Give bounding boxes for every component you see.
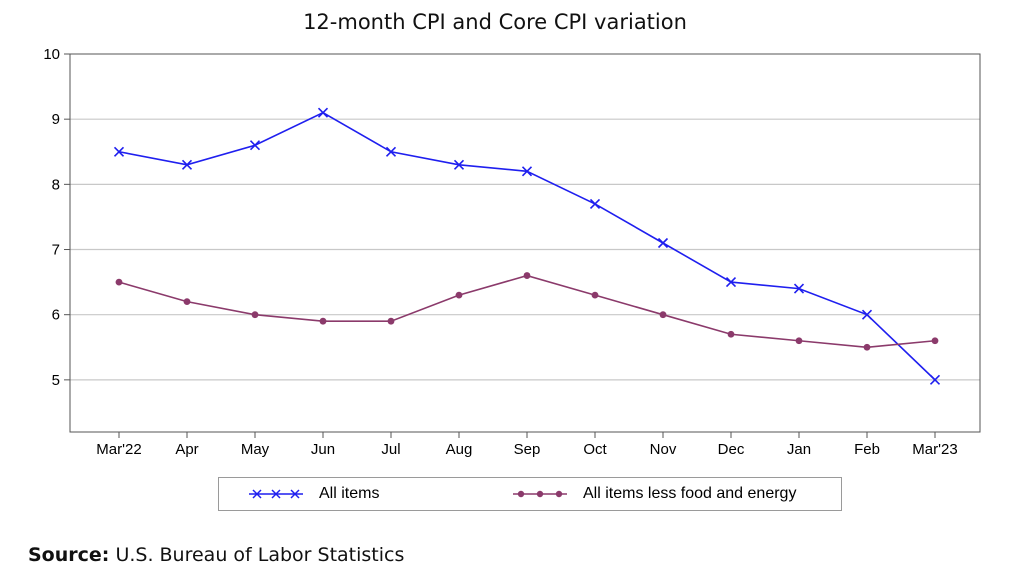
x-tick-label: Jan (787, 441, 811, 458)
data-point-dot-marker (455, 291, 463, 299)
gridlines (70, 118, 980, 381)
y-tick-label: 10 (43, 46, 60, 63)
chart-title: 12-month CPI and Core CPI variation (303, 10, 687, 34)
legend: All items All items less food and energy (218, 477, 842, 511)
x-tick-label: Nov (650, 441, 677, 458)
axes: 5 6 7 8 9 10 Mar'22 Apr May Jun Jul Aug Sep Oct Nov Dec… (43, 46, 957, 458)
data-point-dot-marker (931, 337, 939, 345)
plot-area-frame (69, 53, 981, 433)
x-tick-label: Sep (514, 441, 541, 458)
data-point-x-marker (929, 374, 941, 385)
x-tick-label: Mar'23 (912, 441, 957, 458)
series-all-items (113, 107, 941, 385)
legend-swatch-dot-markers (513, 490, 567, 498)
x-tick-label: Feb (854, 441, 880, 458)
line-chart: 5 6 7 8 9 10 Mar'22 Apr May Jun Jul Aug Sep Oct Nov Dec… (43, 46, 981, 458)
x-tick-label: May (241, 441, 270, 458)
data-point-dot-marker (387, 317, 395, 325)
source-text: U.S. Bureau of Labor Statistics (115, 544, 405, 566)
x-tick-label: Mar'22 (96, 441, 141, 458)
data-point-x-marker (657, 237, 669, 249)
y-tick-label: 9 (52, 111, 60, 128)
y-tick-label: 6 (52, 307, 60, 324)
data-point-dot-marker (659, 311, 667, 319)
legend-label: All items less food and energy (583, 485, 797, 502)
data-point-x-marker (181, 159, 193, 170)
data-point-x-marker (317, 107, 329, 118)
data-point-x-marker (385, 146, 397, 157)
data-point-x-marker (725, 277, 737, 288)
data-point-dot-marker (115, 278, 123, 286)
data-point-dot-marker (727, 330, 735, 338)
data-point-dot-marker (591, 291, 599, 299)
legend-swatch-x-markers (249, 489, 303, 499)
legend-label: All items (319, 485, 380, 502)
x-tick-label: Oct (583, 441, 607, 458)
data-point-x-marker (589, 198, 601, 209)
data-point-dot-marker (251, 311, 259, 319)
data-point-x-marker (861, 309, 873, 320)
series-line (118, 111, 936, 381)
x-tick-label: Apr (175, 441, 198, 458)
data-point-dot-marker (863, 343, 871, 351)
data-point-x-marker (521, 166, 533, 177)
legend-item-all-items: All items (247, 478, 379, 510)
x-tick-label: Jul (381, 441, 400, 458)
y-tick-label: 5 (52, 372, 60, 389)
data-point-dot-marker (795, 337, 803, 345)
data-point-x-marker (249, 140, 261, 151)
x-tick-label: Jun (311, 441, 335, 458)
data-point-x-marker (113, 146, 125, 157)
source-note: Source: U.S. Bureau of Labor Statistics (28, 544, 404, 566)
x-tick-label: Dec (718, 441, 745, 458)
data-point-x-marker (453, 159, 465, 170)
y-tick-label: 8 (52, 176, 60, 193)
series (113, 107, 941, 385)
y-tick-label: 7 (52, 242, 60, 259)
x-tick-label: Aug (446, 441, 473, 458)
data-point-dot-marker (523, 272, 531, 279)
series-all-items-less-food-and-energy (115, 272, 939, 351)
source-label: Source: (28, 544, 110, 566)
series-line (118, 274, 936, 349)
data-point-dot-marker (319, 317, 327, 325)
data-point-dot-marker (183, 298, 191, 306)
legend-item-core: All items less food and energy (511, 478, 796, 510)
data-point-x-marker (793, 283, 805, 294)
